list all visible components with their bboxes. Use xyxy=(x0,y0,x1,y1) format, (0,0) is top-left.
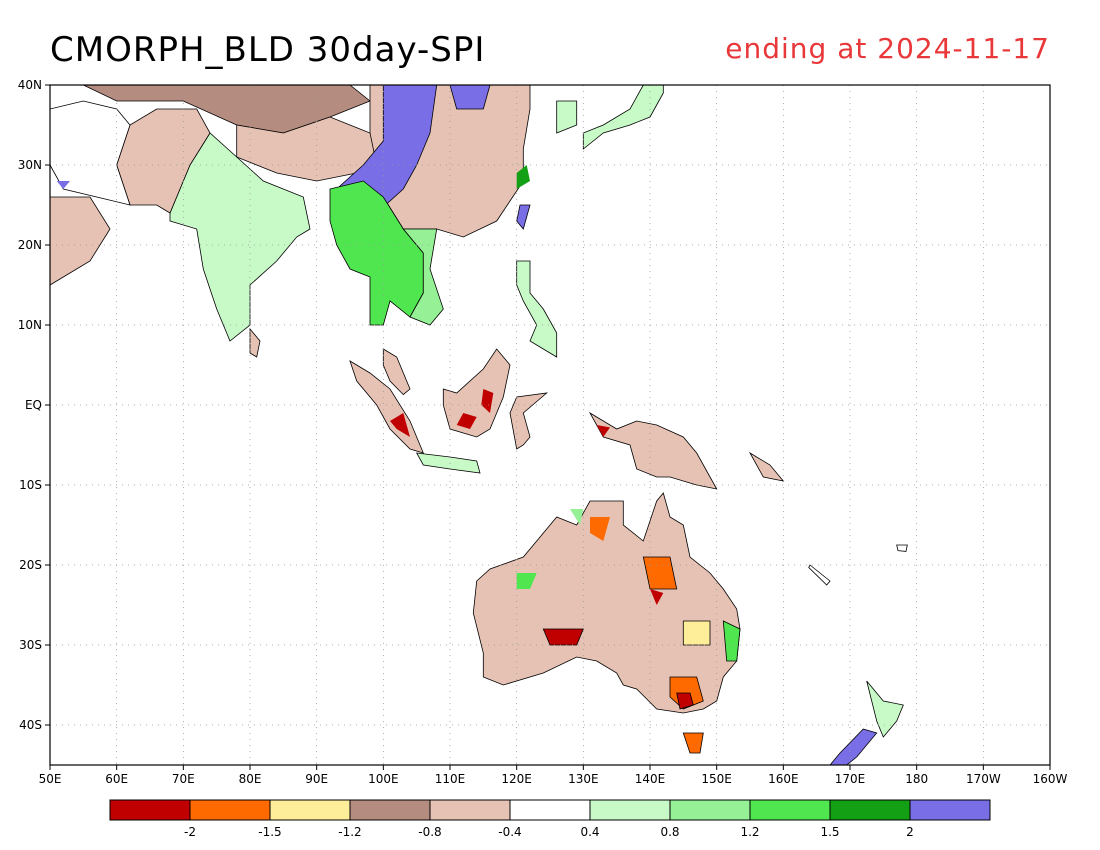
colorbar-tick-label: 2 xyxy=(906,825,914,839)
anomaly-patch xyxy=(516,573,537,589)
colorbar-tick-label: 0.8 xyxy=(660,825,679,839)
colorbar-tick-label: -2 xyxy=(184,825,196,839)
anomaly-patch xyxy=(456,413,477,429)
colorbar-swatch xyxy=(589,799,671,821)
colorbar-swatch xyxy=(429,799,511,821)
colorbar-tick-label: 0.4 xyxy=(580,825,599,839)
colorbar-tick-label: -0.8 xyxy=(418,825,441,839)
region-aus-red-core xyxy=(676,692,694,710)
lat-tick-label: 30S xyxy=(19,638,42,652)
lon-tick-label: 180 xyxy=(905,772,928,786)
region-new-caledonia xyxy=(808,564,831,586)
colorbar-legend: -2 -1.5 -1.2 -0.8 -0.4 0.4 0.8 1.2 1.5 2 xyxy=(109,799,991,839)
region-tasmania xyxy=(682,732,704,754)
anomaly-patch xyxy=(596,425,610,437)
map-title: CMORPH_BLD 30day-SPI xyxy=(50,30,486,70)
region-sulawesi xyxy=(509,392,548,450)
region-aus-red-s xyxy=(542,628,584,646)
region-nz-north xyxy=(866,680,904,738)
anomaly-patch xyxy=(650,589,664,605)
longitude-labels: 50E 60E 70E 80E 90E 100E 110E 120E 130E 140E 150E 1… xyxy=(39,765,1068,786)
anomaly-patch xyxy=(516,165,530,189)
region-taiwan xyxy=(516,204,531,230)
lon-tick-label: 120E xyxy=(501,772,532,786)
lat-tick-label: 40N xyxy=(18,78,42,92)
lon-tick-label: 110E xyxy=(435,772,466,786)
region-aus-yellow xyxy=(682,620,711,646)
map-subtitle: ending at 2024-11-17 xyxy=(725,32,1050,65)
colorbar-swatch xyxy=(829,799,911,821)
colorbar-tick-label: -1.5 xyxy=(258,825,281,839)
lat-tick-label: 10N xyxy=(18,318,42,332)
lon-tick-label: 160E xyxy=(768,772,799,786)
region-iran-mideast xyxy=(50,100,131,206)
region-fiji xyxy=(896,544,908,552)
colorbar-tick-label: -1.2 xyxy=(338,825,361,839)
anomaly-patch xyxy=(590,517,610,541)
colorbar-tick-label: -0.4 xyxy=(498,825,521,839)
anomaly-patch xyxy=(390,413,410,437)
lon-tick-label: 150E xyxy=(701,772,732,786)
colorbar-swatch xyxy=(669,799,751,821)
region-philippines xyxy=(516,260,558,358)
lat-tick-label: 30N xyxy=(18,158,42,172)
region-australia xyxy=(472,492,741,714)
lat-tick-label: 20N xyxy=(18,238,42,252)
region-vietnam-laos xyxy=(402,228,444,326)
anomaly-patch xyxy=(56,181,70,189)
region-nz-south xyxy=(829,728,878,765)
region-new-guinea xyxy=(588,411,718,490)
region-arabia xyxy=(50,196,111,286)
region-mongolia-blue xyxy=(449,85,491,110)
lon-tick-label: 140E xyxy=(635,772,666,786)
region-borneo xyxy=(442,348,511,438)
colorbar-swatch xyxy=(109,799,191,821)
region-malay-pen xyxy=(382,348,411,396)
lon-tick-label: 90E xyxy=(305,772,328,786)
colorbar-swatch xyxy=(749,799,831,821)
lon-tick-label: 100E xyxy=(368,772,399,786)
lon-tick-label: 130E xyxy=(568,772,599,786)
lat-tick-label: EQ xyxy=(25,398,42,412)
lon-tick-label: 170W xyxy=(966,772,1001,786)
region-pakistan-afghan xyxy=(116,108,211,214)
colorbar-swatch xyxy=(909,799,991,821)
lon-tick-label: 160W xyxy=(1033,772,1068,786)
lat-tick-label: 10S xyxy=(19,478,42,492)
colorbar-swatch xyxy=(189,799,271,821)
anomaly-patch xyxy=(570,509,584,525)
colorbar-tick-label: 1.2 xyxy=(740,825,759,839)
colorbar-swatch xyxy=(349,799,431,821)
map-frame xyxy=(49,84,1051,766)
lat-tick-label: 40S xyxy=(19,718,42,732)
anomaly-patch xyxy=(481,389,494,413)
lon-tick-label: 170E xyxy=(835,772,866,786)
latitude-labels: 40N 30N 20N 10N EQ 10S 20S 30S 40S xyxy=(18,78,50,732)
region-aus-green-e xyxy=(722,620,741,662)
region-japan xyxy=(582,85,664,150)
lon-tick-label: 50E xyxy=(39,772,62,786)
colorbar-tick-label: 1.5 xyxy=(820,825,839,839)
lon-tick-label: 70E xyxy=(172,772,195,786)
spi-shading-layer xyxy=(50,85,908,765)
colorbar-swatch xyxy=(269,799,351,821)
region-korea-japan xyxy=(556,100,578,134)
region-myanmar-thai xyxy=(329,180,424,326)
colorbar-swatch xyxy=(509,799,591,821)
lat-tick-label: 20S xyxy=(19,558,42,572)
region-sri-lanka xyxy=(249,327,261,358)
lon-tick-label: 60E xyxy=(105,772,128,786)
lon-tick-label: 80E xyxy=(239,772,262,786)
